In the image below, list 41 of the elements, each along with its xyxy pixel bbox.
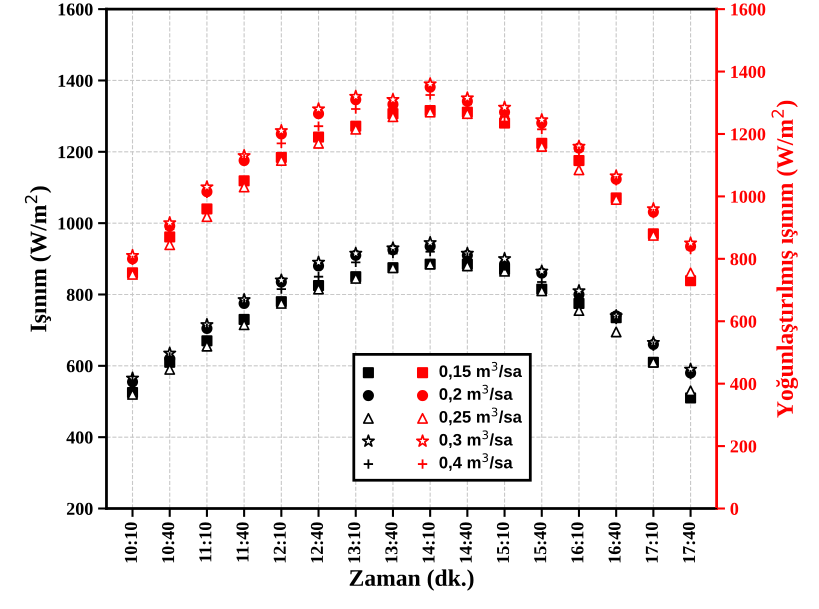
y2-tick-label: 1200: [731, 128, 766, 140]
legend-label: 0,25 m$^{3}$/sa: [439, 408, 522, 426]
x-tick-label: 10:40: [162, 522, 174, 562]
y-axis-title: Işınım (W/m$^{2}$): [24, 186, 52, 332]
x-tick-label: 15:10: [496, 522, 510, 562]
y-tick-label: 1600: [58, 3, 93, 16]
y-tick-label: 1400: [58, 74, 93, 87]
y-tick-label: 200: [66, 502, 93, 515]
x-tick-label: 11:40: [236, 522, 249, 562]
y2-tick-label: 1400: [731, 66, 766, 78]
y2-axis-title: Yoğunlaştırılmış ışınım (W/m$^{2}$): [771, 100, 798, 418]
y-tick-label: 400: [66, 431, 93, 444]
x-tick-label: 17:10: [646, 522, 658, 562]
y2-tick-label: 1000: [731, 190, 766, 203]
x-tick-label: 14:40: [460, 522, 472, 562]
y2-tick-label: 800: [730, 253, 756, 266]
y2-tick-label: 600: [730, 316, 756, 328]
legend-label: 0,4 m$^{3}$/sa: [439, 453, 513, 471]
y2-tick-label: 0: [730, 502, 738, 515]
x-tick-label: 12:10: [274, 522, 286, 562]
y-tick-label: 800: [66, 288, 93, 301]
x-tick-label: 17:40: [682, 522, 696, 562]
y2-tick-label: 400: [730, 378, 756, 390]
x-tick-label: 15:40: [534, 522, 546, 562]
y2-tick-label: 1600: [731, 3, 766, 16]
x-tick-label: 12:40: [310, 522, 324, 562]
y-tick-label: 600: [66, 360, 93, 372]
x-tick-label: 16:40: [608, 522, 621, 562]
x-tick-label: 13:10: [348, 522, 360, 562]
x-tick-label: 10:10: [124, 522, 138, 562]
x-tick-label: 11:10: [199, 522, 212, 562]
y2-tick-label: 200: [730, 440, 756, 453]
x-axis-title: Zaman (dk.): [350, 569, 474, 591]
x-tick-label: 14:10: [422, 522, 435, 562]
y-tick-label: 1000: [58, 217, 93, 230]
y-tick-label: 1200: [58, 146, 93, 158]
x-tick-label: 16:10: [571, 522, 584, 562]
legend-label: 0,15 m$^{3}$/sa: [439, 362, 522, 380]
legend-label: 0,2 m$^{3}$/sa: [439, 384, 513, 402]
legend-label: 0,3 m$^{3}$/sa: [439, 430, 513, 448]
x-tick-label: 13:40: [385, 522, 398, 562]
